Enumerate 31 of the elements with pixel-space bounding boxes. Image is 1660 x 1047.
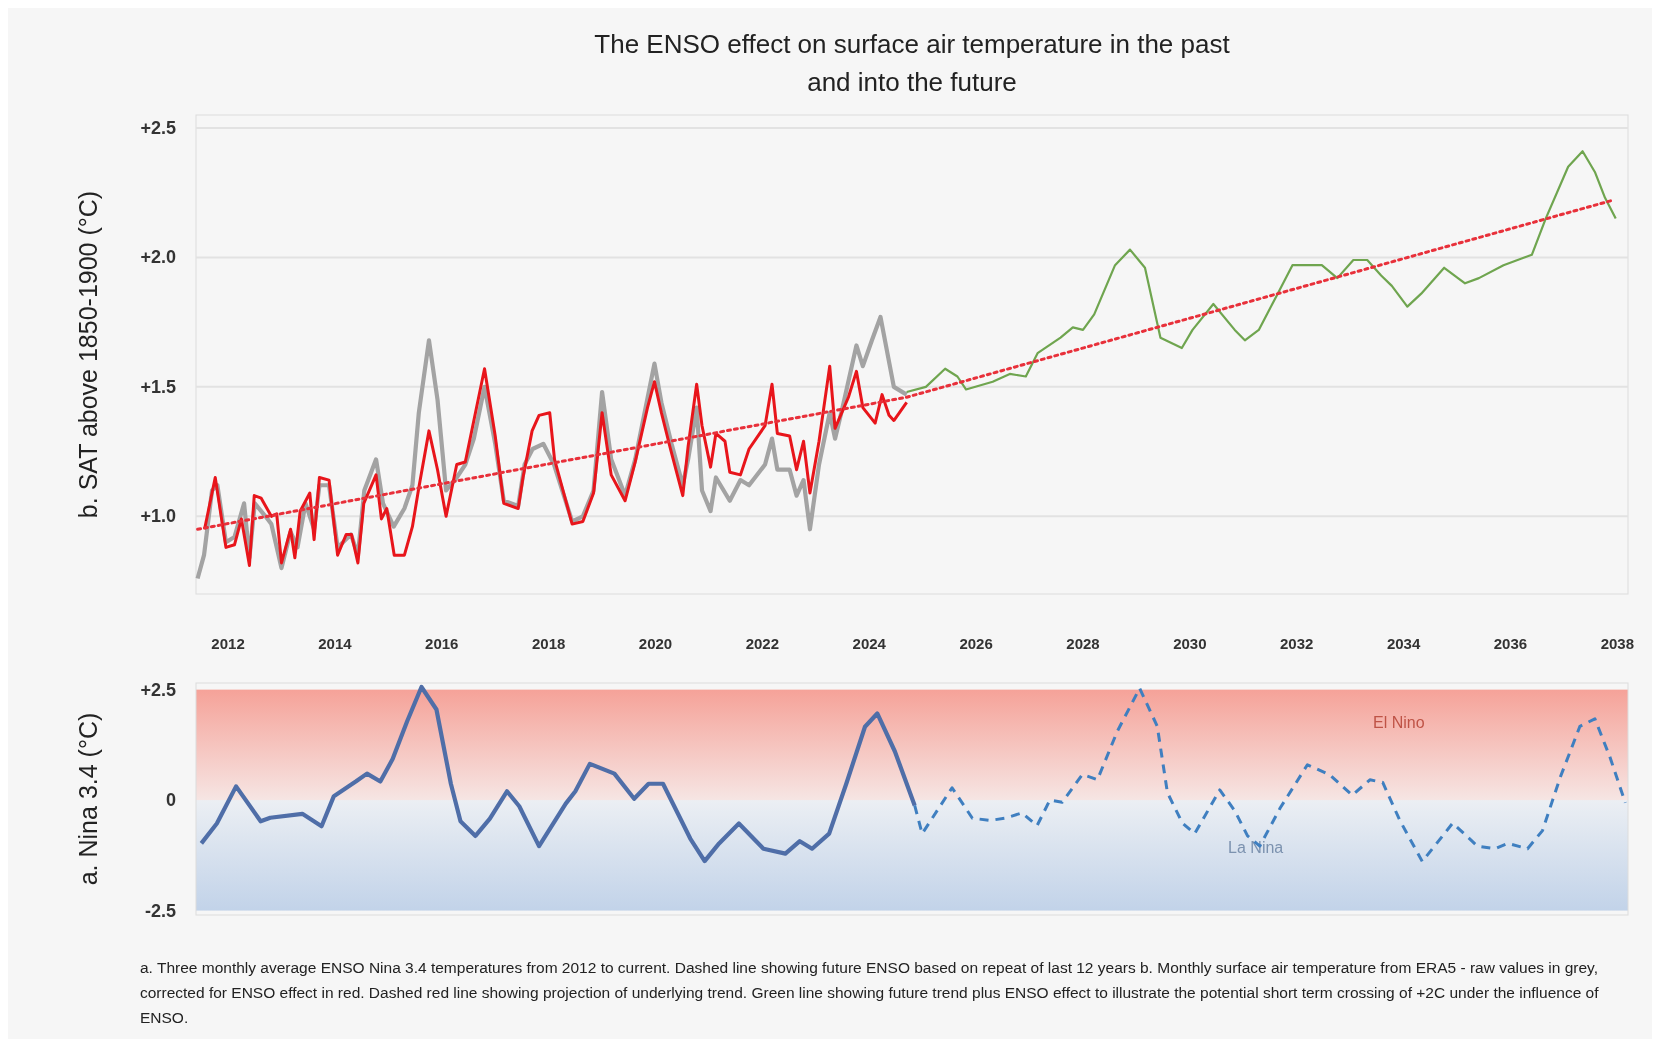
x-tick-label: 2036 — [1493, 634, 1528, 652]
x-tick-label: 2022 — [745, 634, 780, 652]
x-tick-label: 2030 — [1173, 634, 1207, 652]
text: a. Three monthly average ENSO Nina 3.4 temperatures from 2012 to current. Dashed line showing future ENSO based on repeat of last 12 years b. Monthly surface air temperature from ERA5 - raw values in grey, corrected for ENSO effect in red. Dashed red line showing projection of underlying trend. Green line showing future trend plus ENSO effect to illustrate the potential short term crossing of +2C under the influence of ENSO. — [140, 959, 1600, 1026]
y-tick-label: 0 — [165, 790, 176, 811]
y-tick-label: +2.0 — [140, 247, 176, 268]
band-label: El Nino — [1373, 714, 1425, 732]
x-tick-label: 2012 — [211, 634, 245, 652]
y-tick-label: +1.0 — [140, 506, 176, 527]
x-tick-label: 2032 — [1280, 634, 1314, 652]
line-series — [913, 686, 1627, 864]
x-tick-label: 2016 — [425, 634, 459, 652]
y-tick-label: +2.5 — [140, 117, 176, 138]
y-tick-label: +1.5 — [140, 376, 176, 397]
chart-title: The ENSO effect on surface air temperature in the past and into the future — [594, 29, 1231, 97]
x-tick-label: 2014 — [318, 634, 353, 652]
line-series — [199, 684, 917, 864]
y-tick-label: -2.5 — [144, 900, 176, 921]
y-tick-label: +2.5 — [140, 679, 176, 700]
x-tick-label: 2028 — [1066, 634, 1100, 652]
x-tick-label: 2018 — [531, 634, 566, 652]
line-series — [203, 364, 909, 568]
x-tick-label: 2034 — [1386, 634, 1421, 652]
y-axis-title: a. Nina 3.4 (°C) — [74, 712, 102, 886]
band-label: La Nina — [1228, 839, 1284, 857]
x-tick-label: 2026 — [959, 634, 993, 652]
x-tick-label: 2038 — [1600, 634, 1634, 652]
x-tick-label: 2020 — [638, 634, 673, 652]
y-axis-title: b. SAT above 1850-1900 (°C) — [74, 190, 102, 519]
line-series — [905, 150, 1617, 394]
x-tick-label: 2024 — [852, 634, 887, 652]
